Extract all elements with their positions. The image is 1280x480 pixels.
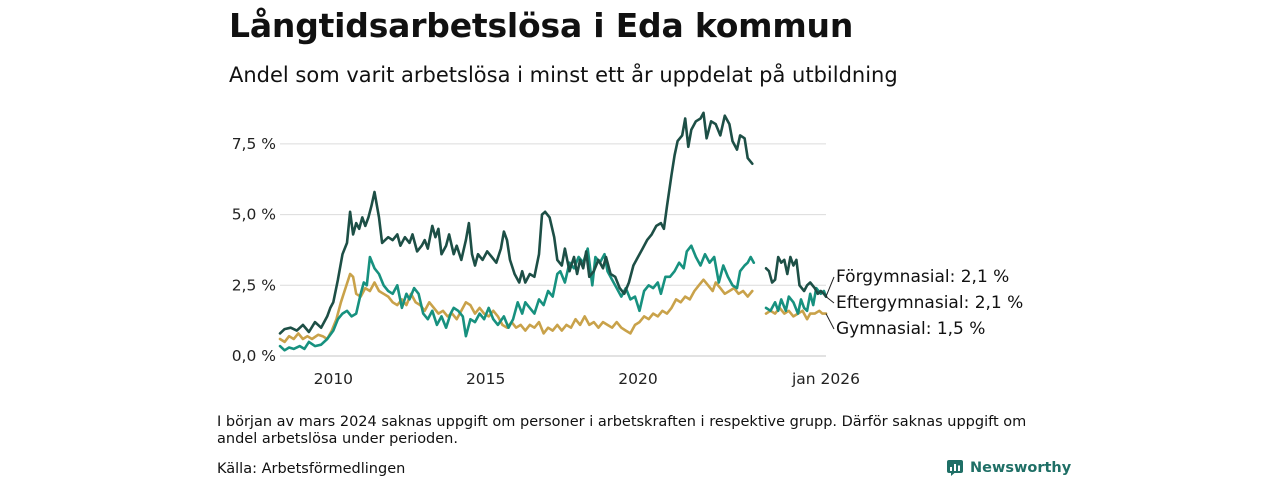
series-label-gym: Gymnasial: 1,5 % — [836, 319, 985, 339]
x-tick-label: 2010 — [314, 370, 353, 388]
newsworthy-logo[interactable]: Newsworthy — [946, 458, 1071, 478]
y-axis-ticks: 0,0 % 2,5 % 5,0 % 7,5 % — [232, 135, 276, 365]
brand-name: Newsworthy — [970, 460, 1072, 476]
series-label-forgym: Förgymnasial: 2,1 % — [836, 267, 1009, 287]
y-tick-label: 0,0 % — [232, 347, 276, 365]
y-tick-label: 5,0 % — [232, 206, 276, 224]
source-text: Källa: Arbetsförmedlingen — [217, 461, 406, 477]
series-line-forgym — [278, 111, 754, 335]
footnote: I början av mars 2024 saknas uppgift om … — [217, 414, 1027, 447]
series-lines — [278, 111, 828, 352]
chart-subtitle: Andel som varit arbetslösa i minst ett å… — [229, 63, 898, 87]
leader-line-forgym — [825, 276, 835, 297]
series-end-labels: Förgymnasial: 2,1 % Eftergymnasial: 2,1 %… — [825, 267, 1023, 339]
series-line-efter — [278, 244, 756, 352]
leader-line-gym — [825, 313, 835, 330]
gridlines — [280, 143, 826, 357]
series-line-efter-after-gap — [764, 286, 828, 315]
x-tick-label: 2020 — [618, 370, 657, 388]
x-axis-ticks: 2010 2015 2020 jan 2026 — [314, 370, 860, 388]
series-line-gym — [278, 272, 754, 344]
series-label-efter: Eftergymnasial: 2,1 % — [836, 293, 1023, 313]
x-tick-label: jan 2026 — [791, 370, 860, 388]
y-tick-label: 7,5 % — [232, 135, 276, 153]
x-tick-label: 2015 — [466, 370, 505, 388]
series-line-forgym-after-gap — [764, 255, 828, 298]
y-tick-label: 2,5 % — [232, 276, 276, 294]
newsworthy-logo-icon — [947, 460, 963, 476]
chart-title: Långtidsarbetslösa i Eda kommun — [229, 6, 854, 45]
leader-line-efter — [825, 296, 835, 304]
